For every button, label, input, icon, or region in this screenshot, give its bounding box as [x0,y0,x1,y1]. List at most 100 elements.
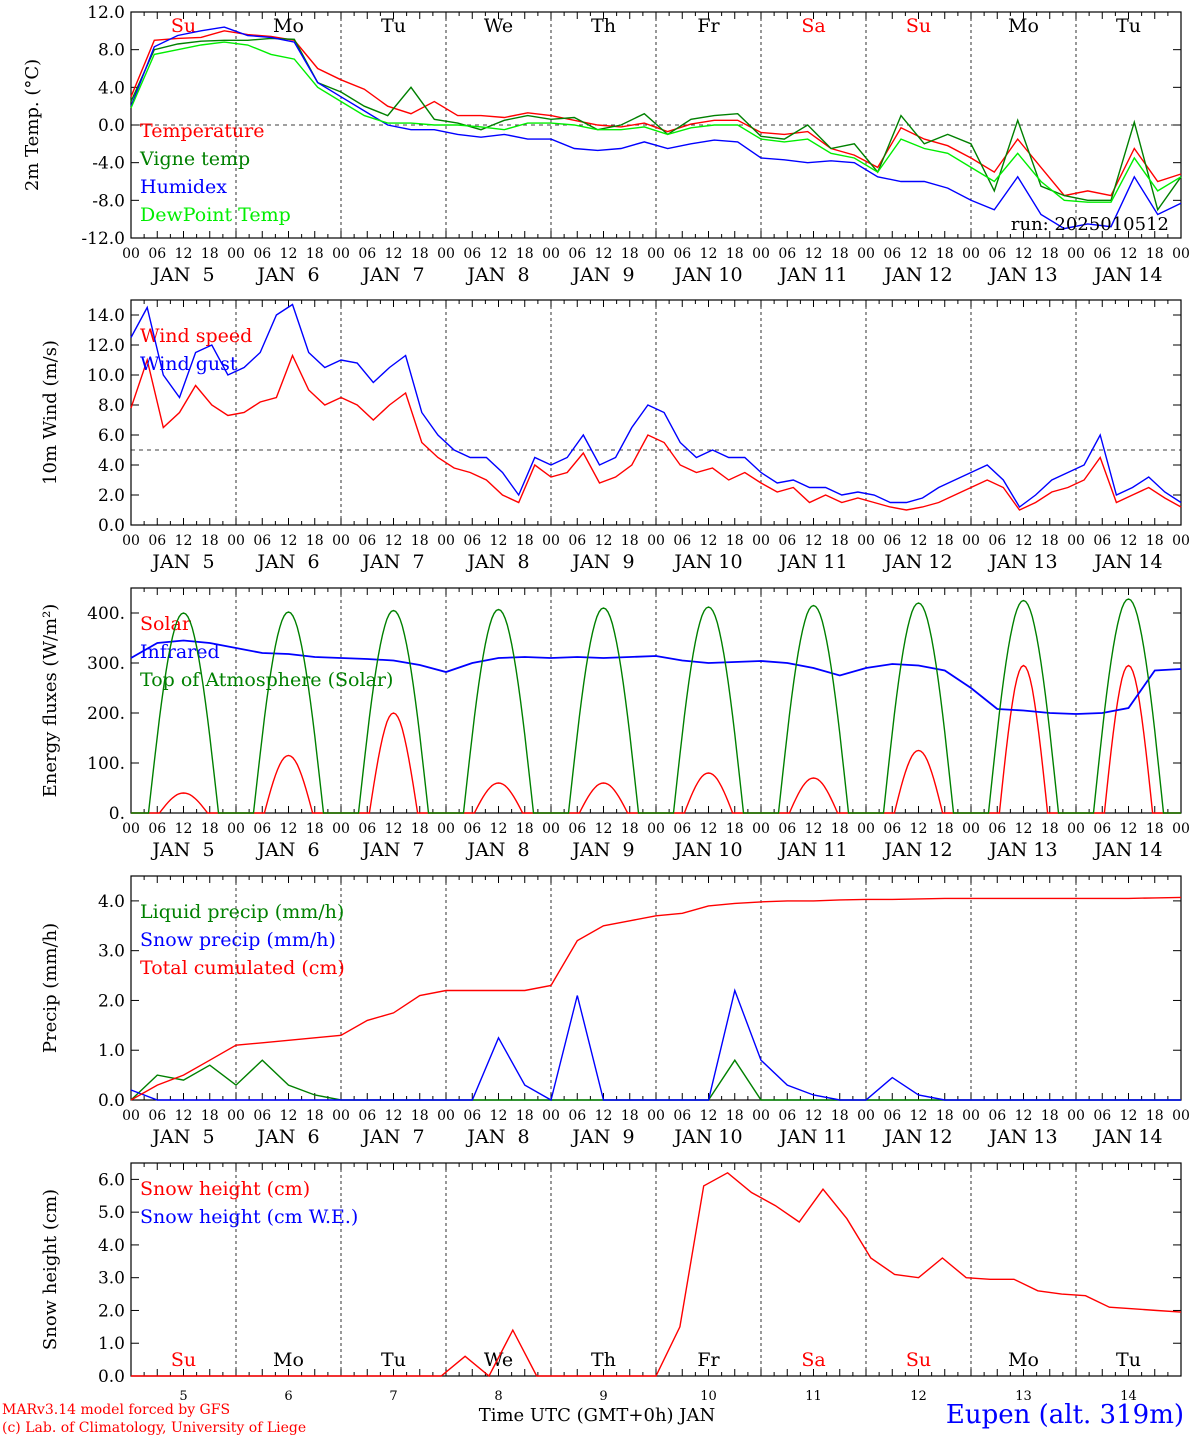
x-hour-label: 00 [1067,533,1085,549]
x-hour-label: 00 [122,246,140,262]
series-line-wind-gust [130,303,1182,509]
day-of-week-label: Su [171,1349,196,1371]
y-tick-label: 0.0 [98,116,125,136]
x-axis-title: Time UTC (GMT+0h) JAN [478,1405,716,1426]
x-hour-label: 12 [490,1108,508,1124]
x-hour-label: 18 [411,533,429,549]
series-line-snow-precip-mm-h- [130,988,1181,1102]
x-hour-label: 18 [621,821,639,837]
x-hour-label: 12 [175,1108,193,1124]
x-hour-label: 12 [700,1108,718,1124]
x-hour-label: 12 [805,821,823,837]
x-hour-label: 00 [227,533,245,549]
x-hour-label: 00 [647,246,665,262]
y-tick-label: 3.0 [98,942,125,962]
y-tick-label: 2.0 [98,991,125,1011]
x-hour-label: 12 [385,246,403,262]
legend-entry: DewPoint Temp [140,204,291,226]
y-tick-label: 2.0 [98,1301,125,1321]
y-tick-label: -4.0 [92,154,125,174]
x-hour-label: 12 [280,1108,298,1124]
plot-frame [130,587,1182,814]
x-hour-label: 06 [778,821,796,837]
series-line-top-of-atmosphere-solar- [131,598,1181,814]
x-hour-label: 12 [1015,246,1033,262]
y-tick-label: 0.0 [98,1367,125,1387]
x-hour-label: 00 [962,533,980,549]
y-tick-label: 6.0 [98,1170,125,1190]
x-hour-label: 00 [437,246,455,262]
x-hour-label: 06 [988,821,1006,837]
x-hour-label: 06 [463,1108,481,1124]
x-date-label: JAN 13 [987,839,1057,861]
x-hour-label: 12 [385,1108,403,1124]
day-of-week-label: Tu [381,15,406,37]
x-date-label: JAN 14 [1092,1126,1162,1148]
legend-entry: Top of Atmosphere (Solar) [140,669,393,691]
x-hour-label: 18 [831,821,849,837]
y-tick-label: 12.0 [87,336,125,356]
x-hour-label: 12 [280,246,298,262]
x-hour-label: 00 [122,821,140,837]
run-label: run: 2025010512 [1011,214,1169,235]
x-hour-label: 12 [175,533,193,549]
x-day-number: 6 [284,1389,292,1404]
day-of-week-label: Fr [697,15,720,37]
x-date-label: JAN 9 [570,551,634,573]
legend-entry: Wind gust [140,353,238,375]
x-hour-label: 00 [752,1108,770,1124]
y-axis-label: Precip (mm/h) [40,923,61,1053]
series-line-humidex [130,26,1182,230]
x-date-label: JAN 9 [570,1126,634,1148]
x-date-label: JAN 11 [777,551,847,573]
y-tick-label: 300. [87,654,125,674]
x-hour-label: 00 [332,821,350,837]
x-hour-label: 12 [910,246,928,262]
x-date-label: JAN 5 [150,264,214,286]
x-hour-label: 00 [542,246,560,262]
x-hour-label: 18 [726,1108,744,1124]
x-date-label: JAN 12 [882,1126,952,1148]
y-tick-label: 1.0 [98,1334,125,1354]
x-date-label: JAN 14 [1092,551,1162,573]
x-date-label: JAN 11 [777,1126,847,1148]
day-of-week-label: Tu [381,1349,406,1371]
x-hour-label: 18 [831,246,849,262]
x-hour-label: 18 [726,246,744,262]
footer-credit-model: MARv3.14 model forced by GFS [2,1402,231,1418]
x-hour-label: 18 [411,821,429,837]
x-hour-label: 06 [673,821,691,837]
y-tick-label: 1.0 [98,1041,125,1061]
x-hour-label: 12 [595,246,613,262]
x-hour-label: 06 [1093,821,1111,837]
x-hour-label: 12 [175,821,193,837]
x-hour-label: 18 [936,821,954,837]
x-date-label: JAN 10 [672,839,742,861]
series-line-snow-height-cm- [131,1171,1182,1378]
y-tick-label: 200. [87,704,125,724]
series-line-infrared [130,639,1182,715]
x-hour-label: 12 [1120,821,1138,837]
legend-entry: Solar [140,613,192,635]
x-hour-label: 00 [437,1108,455,1124]
x-date-label: JAN 12 [882,839,952,861]
x-hour-label: 00 [227,246,245,262]
x-date-label: JAN 6 [255,264,319,286]
x-hour-label: 06 [463,246,481,262]
x-hour-label: 18 [1146,533,1164,549]
x-date-label: JAN 8 [465,264,529,286]
x-hour-label: 12 [595,533,613,549]
x-hour-label: 12 [175,246,193,262]
legend-entry: Liquid precip (mm/h) [140,901,344,923]
x-hour-label: 18 [1041,821,1059,837]
x-hour-label: 06 [988,533,1006,549]
x-hour-label: 06 [358,246,376,262]
x-hour-label: 18 [516,246,534,262]
x-hour-label: 06 [883,533,901,549]
x-hour-label: 18 [621,533,639,549]
x-hour-label: 00 [752,821,770,837]
x-hour-label: 12 [805,533,823,549]
x-date-label: JAN 7 [360,839,424,861]
x-hour-label: 12 [1015,1108,1033,1124]
y-tick-label: 4.0 [98,456,125,476]
